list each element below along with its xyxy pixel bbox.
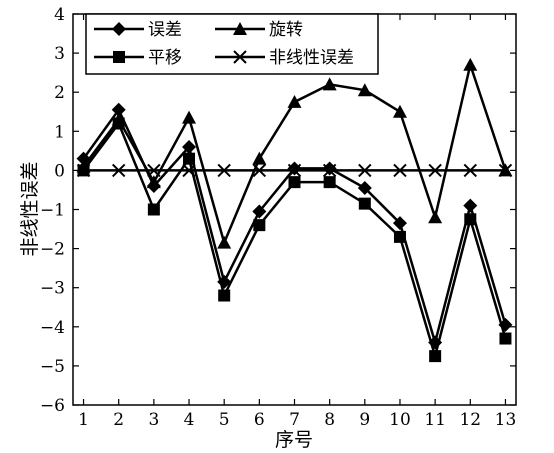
point-square xyxy=(499,332,512,345)
y-tick-label: 2 xyxy=(54,83,65,103)
legend-marker-square xyxy=(113,51,125,63)
point-x xyxy=(147,163,161,178)
x-tick-label: 1 xyxy=(78,410,89,430)
y-tick-label: −1 xyxy=(40,201,65,221)
legend: 误差 旋转 平移 非线性误差 xyxy=(85,13,379,75)
legend-entry-0: 误差 xyxy=(94,20,182,40)
point-triangle xyxy=(217,235,232,249)
point-x xyxy=(463,163,478,178)
y-tick-label: 4 xyxy=(54,5,65,25)
y-tick-label: 1 xyxy=(54,122,65,142)
point-x xyxy=(111,163,126,178)
point-x xyxy=(182,163,196,178)
point-diamond xyxy=(111,102,126,117)
point-square xyxy=(429,350,442,363)
point-square xyxy=(218,289,231,302)
series-1 xyxy=(76,57,513,249)
point-diamond xyxy=(287,161,302,176)
series-line-2 xyxy=(82,120,507,361)
point-triangle xyxy=(287,94,302,108)
legend-entry-1: 旋转 xyxy=(215,20,303,40)
point-x xyxy=(322,163,337,178)
x-tick-label: 3 xyxy=(148,410,159,430)
x-tick-label: 9 xyxy=(359,410,370,430)
point-diamond xyxy=(392,216,407,231)
x-tick-label: 13 xyxy=(495,410,517,430)
point-x xyxy=(393,163,407,178)
y-tick-label: −4 xyxy=(40,318,65,338)
point-triangle xyxy=(428,210,443,224)
point-triangle xyxy=(146,175,161,189)
series-layer xyxy=(76,57,513,363)
x-tick-label: 12 xyxy=(459,410,481,430)
y-tick-label: 0 xyxy=(54,161,65,181)
point-square xyxy=(253,219,266,232)
x-tick-label: 2 xyxy=(113,410,124,430)
point-diamond xyxy=(252,204,267,219)
point-square xyxy=(323,176,336,189)
point-diamond xyxy=(322,161,337,176)
point-triangle xyxy=(392,104,407,118)
legend-entry-3: 非线性误差 xyxy=(215,48,354,68)
legend-label-3: 非线性误差 xyxy=(269,48,354,68)
series-line-1 xyxy=(82,60,507,247)
x-tick-label: 11 xyxy=(424,410,446,430)
point-square xyxy=(147,203,160,216)
series-2 xyxy=(77,117,512,363)
y-axis-title: 非线性误差 xyxy=(19,161,41,256)
series-3 xyxy=(76,163,513,178)
point-triangle xyxy=(252,151,267,165)
x-tick-label: 5 xyxy=(219,410,230,430)
point-square xyxy=(464,213,477,226)
point-square xyxy=(288,176,301,189)
point-triangle xyxy=(463,57,478,71)
x-tick-label: 8 xyxy=(324,410,335,430)
legend-marker-diamond xyxy=(112,22,126,36)
y-tick-label: −2 xyxy=(40,240,65,260)
point-diamond xyxy=(463,198,478,213)
point-triangle xyxy=(322,77,337,91)
legend-box xyxy=(85,13,379,75)
point-x xyxy=(428,163,442,178)
x-tick-label: 4 xyxy=(184,410,195,430)
x-tick-label: 6 xyxy=(254,410,265,430)
point-triangle xyxy=(357,83,372,97)
legend-label-2: 平移 xyxy=(148,48,182,68)
y-tick-label: −3 xyxy=(40,279,65,299)
y-tick-label: −6 xyxy=(40,396,65,416)
point-square xyxy=(112,117,125,130)
point-x xyxy=(358,163,372,178)
point-triangle xyxy=(182,110,197,124)
legend-entry-2: 平移 xyxy=(94,48,182,68)
y-tick-label: 3 xyxy=(54,44,65,64)
series-line-0 xyxy=(82,107,507,348)
point-x xyxy=(217,163,231,178)
point-x xyxy=(76,163,91,178)
legend-label-0: 误差 xyxy=(148,20,182,40)
x-axis-title: 序号 xyxy=(275,429,313,451)
x-tick-label: 10 xyxy=(389,410,411,430)
legend-marker-triangle xyxy=(233,22,247,35)
point-x xyxy=(287,163,302,178)
point-x xyxy=(252,163,267,178)
point-square xyxy=(358,197,371,210)
point-diamond xyxy=(182,139,197,154)
point-x xyxy=(498,163,513,178)
legend-marker-x xyxy=(233,50,247,64)
y-tick-label: −5 xyxy=(40,357,65,377)
point-square xyxy=(393,230,406,243)
point-square xyxy=(183,152,196,165)
x-tick-label: 7 xyxy=(289,410,300,430)
legend-label-1: 旋转 xyxy=(269,20,303,40)
point-diamond xyxy=(357,180,372,195)
